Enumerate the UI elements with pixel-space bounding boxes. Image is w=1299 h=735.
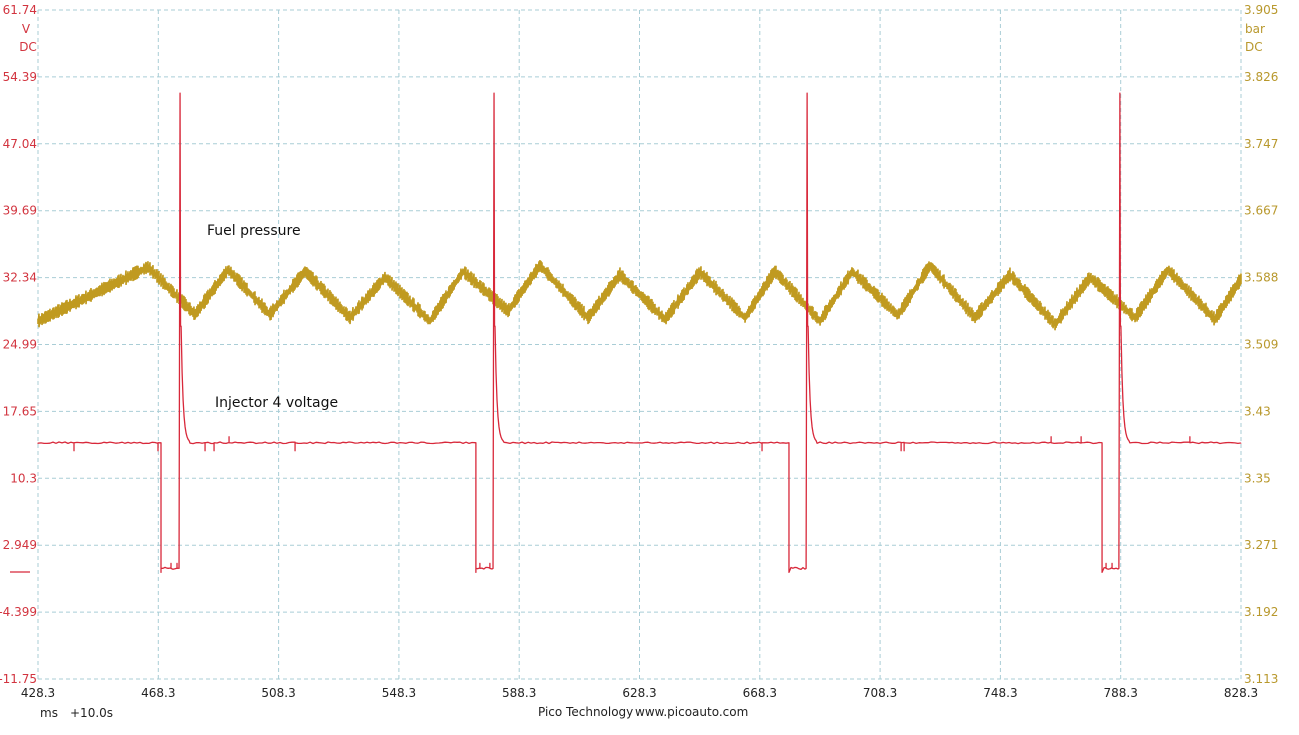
x-tick-label: 748.3	[983, 686, 1017, 700]
right-tick-label: 3.905	[1244, 3, 1278, 17]
fuel-pressure-trace	[37, 260, 1242, 331]
right-tick-label: 3.747	[1244, 137, 1278, 151]
left-tick-label: 61.74	[3, 3, 37, 17]
footer-url: www.picoauto.com	[635, 705, 748, 719]
x-tick-label: 508.3	[261, 686, 295, 700]
x-tick-label: 708.3	[863, 686, 897, 700]
right-tick-label: 3.113	[1244, 672, 1278, 686]
x-tick-label: 788.3	[1104, 686, 1138, 700]
left-tick-label: 24.99	[3, 338, 37, 352]
left-tick-label: 10.3	[10, 471, 37, 485]
left-tick-label: 2.949	[3, 538, 37, 552]
x-axis: 428.3 468.3 508.3 548.3 588.3 628.3 668.3 708.3…	[21, 686, 1258, 700]
right-tick-label: 3.43	[1244, 404, 1271, 418]
label-injector-4-voltage: Injector 4 voltage	[215, 395, 338, 411]
right-axis: 3.905 3.826 3.747 3.667 3.588 3.509 3.43 3.35 3.…	[1244, 3, 1278, 686]
series-fuel-pressure	[37, 260, 1242, 331]
series-injector-4-voltage	[37, 92, 1242, 574]
footer-brand: Pico Technology	[538, 705, 633, 719]
right-tick-label: 3.667	[1244, 204, 1278, 218]
left-axis: 61.74 54.39 47.04 39.69 32.34 24.99 17.65 10.3 2…	[0, 3, 37, 686]
left-tick-label: 32.34	[3, 271, 37, 285]
left-axis-coupling: DC	[19, 40, 37, 54]
right-tick-label: 3.509	[1244, 338, 1278, 352]
x-tick-label: 668.3	[743, 686, 777, 700]
grid	[37, 9, 1242, 680]
label-fuel-pressure: Fuel pressure	[207, 223, 301, 239]
left-tick-label: -11.75	[0, 672, 37, 686]
injector-voltage-trace	[37, 92, 1242, 574]
right-tick-label: 3.271	[1244, 538, 1278, 552]
x-tick-label: 548.3	[382, 686, 416, 700]
x-tick-label: 468.3	[141, 686, 175, 700]
left-tick-label: -4.399	[0, 605, 37, 619]
right-tick-label: 3.588	[1244, 271, 1278, 285]
right-axis-unit: bar	[1245, 22, 1265, 36]
left-tick-label: 17.65	[3, 404, 37, 418]
x-tick-label: 588.3	[502, 686, 536, 700]
x-tick-label: 828.3	[1224, 686, 1258, 700]
x-tick-label: 428.3	[21, 686, 55, 700]
right-tick-label: 3.35	[1244, 471, 1271, 485]
x-axis-offset: +10.0s	[70, 706, 113, 720]
left-tick-label: 39.69	[3, 204, 37, 218]
x-tick-label: 628.3	[622, 686, 656, 700]
left-tick-label: 54.39	[3, 70, 37, 84]
right-tick-label: 3.192	[1244, 605, 1278, 619]
left-tick-label: 47.04	[3, 137, 37, 151]
x-axis-unit: ms	[40, 706, 58, 720]
left-axis-unit: V	[22, 22, 31, 36]
right-tick-label: 3.826	[1244, 70, 1278, 84]
right-axis-coupling: DC	[1245, 40, 1263, 54]
